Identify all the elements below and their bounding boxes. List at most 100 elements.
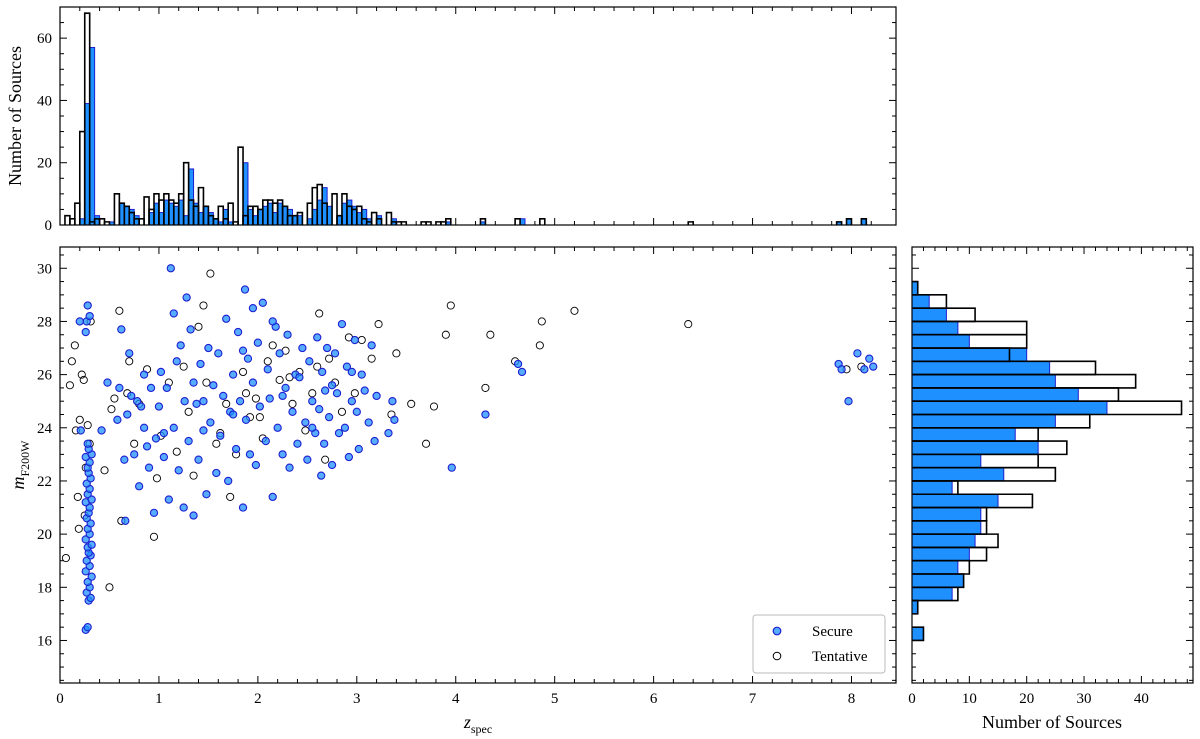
secure-point xyxy=(261,436,270,446)
secure-point xyxy=(166,264,175,273)
secure-point xyxy=(263,365,272,374)
top-tentative-bar xyxy=(835,221,843,225)
legend-tentative-label: Tentative xyxy=(812,649,868,665)
secure-point xyxy=(97,426,106,435)
right-histogram-ticks: 0 10 20 30 40 xyxy=(908,247,1193,707)
legend-tentative-marker xyxy=(772,651,782,661)
scatter-y-tick-label: 16 xyxy=(37,633,53,649)
secure-point xyxy=(144,463,154,472)
secure-point xyxy=(370,436,379,446)
tentative-point xyxy=(206,269,215,278)
tentative-point xyxy=(570,306,579,315)
secure-point xyxy=(162,383,171,393)
scatter-x-tick-label: 1 xyxy=(155,691,163,707)
secure-point xyxy=(146,383,156,393)
right-x-tick-label: 10 xyxy=(962,691,977,707)
scatter-y-tick-label: 26 xyxy=(37,368,53,384)
secure-point xyxy=(159,428,169,438)
secure-point xyxy=(860,365,869,374)
tentative-point xyxy=(367,354,376,363)
scatter-x-tick-label: 8 xyxy=(848,691,856,707)
tentative-point xyxy=(315,309,324,318)
secure-point xyxy=(278,391,287,401)
scatter-x-tick-label: 3 xyxy=(353,691,361,707)
tentative-point xyxy=(83,421,92,430)
right-secure-bar xyxy=(911,360,1051,376)
top-y-tick-label: 60 xyxy=(37,31,52,47)
scatter-y-tick-label: 20 xyxy=(37,527,52,543)
secure-point xyxy=(364,418,373,427)
secure-point xyxy=(202,490,211,499)
secure-point xyxy=(196,359,205,369)
top-histogram-y-axis-label: Number of Sources xyxy=(5,46,25,186)
legend-secure-label: Secure xyxy=(812,624,853,640)
legend-box xyxy=(752,614,886,674)
secure-point xyxy=(513,359,523,369)
right-histogram-bars xyxy=(911,280,1183,642)
secure-point xyxy=(186,325,195,334)
top-tentative-bar xyxy=(217,205,225,225)
secure-point xyxy=(347,397,357,406)
tentative-point xyxy=(357,335,366,345)
secure-point xyxy=(199,426,208,435)
top-tentative-bar xyxy=(400,221,408,225)
secure-point xyxy=(240,285,250,294)
secure-point xyxy=(172,357,181,366)
secure-point xyxy=(115,383,124,393)
secure-point xyxy=(180,397,189,406)
secure-point xyxy=(85,311,94,321)
tentative-point xyxy=(325,354,334,363)
secure-point xyxy=(268,492,277,502)
secure-point xyxy=(253,338,263,347)
tentative-point xyxy=(407,399,416,408)
top-tentative-bar xyxy=(445,217,452,225)
tentative-point xyxy=(537,317,546,326)
secure-point xyxy=(517,367,527,377)
secure-point xyxy=(308,397,317,406)
top-histogram-frame xyxy=(59,6,897,226)
secure-point xyxy=(869,362,878,371)
secure-point xyxy=(179,503,188,512)
tentative-point xyxy=(77,370,86,379)
tentative-point xyxy=(275,375,284,384)
tentative-point xyxy=(268,341,277,350)
secure-point xyxy=(154,402,164,411)
tentative-point xyxy=(73,492,82,501)
secure-point xyxy=(228,410,238,419)
right-secure-bar xyxy=(911,320,959,336)
tentative-point xyxy=(65,381,74,390)
secure-point xyxy=(142,442,152,451)
secure-point xyxy=(295,373,304,382)
tentative-point xyxy=(238,367,248,377)
right-secure-bar xyxy=(911,573,965,588)
tentative-point xyxy=(74,524,83,533)
secure-point xyxy=(83,301,92,310)
right-histogram-x-axis-label: Number of Sources xyxy=(982,712,1122,732)
scatter-y-tick-label: 24 xyxy=(37,421,53,437)
secure-point xyxy=(837,365,846,374)
secure-point xyxy=(281,383,290,393)
right-tentative-bar xyxy=(912,294,948,309)
secure-point xyxy=(258,298,267,307)
secure-point xyxy=(87,540,96,549)
secure-point xyxy=(315,405,324,414)
tentative-point xyxy=(202,378,211,387)
secure-point xyxy=(117,325,126,334)
legend-secure-marker xyxy=(772,626,782,636)
secure-point xyxy=(317,471,326,480)
secure-point xyxy=(332,389,342,398)
top-y-tick-label: 40 xyxy=(37,93,52,109)
tentative-point xyxy=(79,375,88,384)
right-secure-bar xyxy=(911,480,953,495)
tentative-point xyxy=(255,413,264,422)
secure-point xyxy=(354,444,363,454)
secure-point xyxy=(139,423,149,432)
secure-point xyxy=(330,349,340,358)
tentative-point xyxy=(241,389,251,398)
secure-point xyxy=(447,463,456,472)
tentative-point xyxy=(226,492,235,501)
right-secure-bar xyxy=(911,427,1016,442)
secure-point xyxy=(209,381,218,390)
tentative-point xyxy=(179,362,188,371)
